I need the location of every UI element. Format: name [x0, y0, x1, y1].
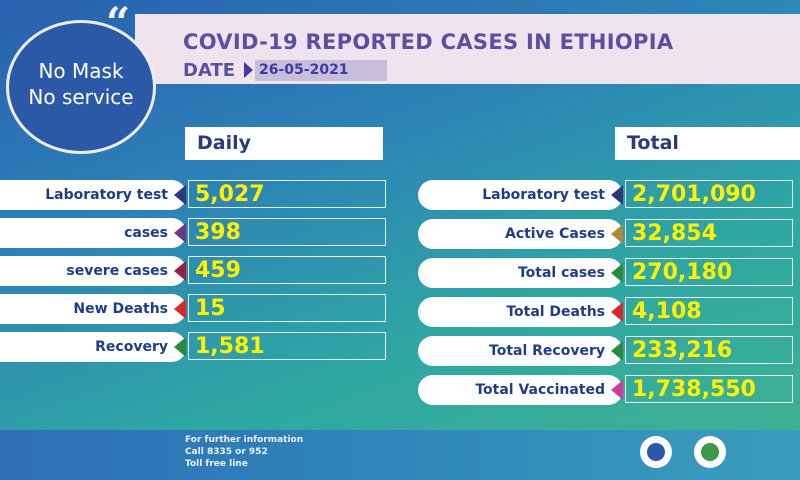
total-heading: Total: [615, 127, 800, 160]
stat-value: 15: [188, 294, 386, 322]
marker-arrow-icon: [611, 263, 623, 283]
footer-line-3: Toll free line: [185, 459, 248, 469]
marker-arrow-icon: [611, 341, 623, 361]
stat-label: Active Cases: [418, 219, 623, 249]
badge-line-2: No service: [28, 85, 134, 109]
stat-value: 398: [188, 218, 386, 246]
stat-value: 233,216: [625, 336, 793, 364]
page-title: COVID-19 REPORTED CASES IN ETHIOPIA: [183, 30, 674, 54]
stat-value: 4,108: [625, 297, 793, 325]
total-row: Total cases 270,180: [418, 258, 800, 288]
footer-bar: For further information Call 8335 or 952…: [0, 430, 800, 480]
marker-arrow-icon: [174, 185, 186, 205]
stat-label: Total Vaccinated: [418, 375, 623, 405]
daily-row: Laboratory test 5,027: [0, 180, 398, 210]
stat-value: 5,027: [188, 180, 386, 208]
total-row: Total Deaths 4,108: [418, 297, 800, 327]
marker-arrow-icon: [611, 224, 623, 244]
marker-arrow-icon: [611, 380, 623, 400]
total-row: Total Recovery 233,216: [418, 336, 800, 366]
title-banner: COVID-19 REPORTED CASES IN ETHIOPIA DATE…: [135, 14, 800, 84]
marker-arrow-icon: [611, 185, 623, 205]
total-row: Total Vaccinated 1,738,550: [418, 375, 800, 405]
stat-label: New Deaths: [0, 294, 186, 324]
stat-value: 1,581: [188, 332, 386, 360]
date-value: 26-05-2021: [259, 62, 349, 78]
marker-arrow-icon: [174, 261, 186, 281]
stat-label: Recovery: [0, 332, 186, 362]
stat-label: Total Deaths: [418, 297, 623, 327]
health-ministry-logo-icon: [640, 436, 672, 468]
stat-value: 270,180: [625, 258, 793, 286]
date-box: 26-05-2021: [255, 60, 387, 81]
public-health-institute-logo-icon: [694, 436, 726, 468]
stat-label: Total Recovery: [418, 336, 623, 366]
daily-row: New Deaths 15: [0, 294, 398, 324]
stat-label: cases: [0, 218, 186, 248]
stat-label: Total cases: [418, 258, 623, 288]
badge-line-1: No Mask: [38, 59, 124, 83]
stat-value: 459: [188, 256, 386, 284]
footer-info: For further information Call 8335 or 952…: [185, 434, 303, 470]
stat-value: 32,854: [625, 219, 793, 247]
daily-row: Recovery 1,581: [0, 332, 398, 362]
stat-value: 1,738,550: [625, 375, 793, 403]
footer-line-1: For further information: [185, 435, 304, 445]
stat-label: Laboratory test: [0, 180, 186, 210]
date-label: DATE: [183, 60, 236, 81]
quote-mark-icon: “: [106, 0, 131, 47]
daily-row: cases 398: [0, 218, 398, 248]
marker-arrow-icon: [174, 223, 186, 243]
marker-arrow-icon: [174, 337, 186, 357]
footer-line-2: Call 8335 or 952: [185, 447, 268, 457]
marker-arrow-icon: [174, 299, 186, 319]
stat-value: 2,701,090: [625, 180, 793, 208]
stat-label: severe cases: [0, 256, 186, 286]
no-mask-badge: No Mask No service: [6, 20, 156, 154]
date-arrow-icon: [244, 62, 253, 78]
total-row: Active Cases 32,854: [418, 219, 800, 249]
daily-heading: Daily: [185, 127, 383, 160]
marker-arrow-icon: [611, 302, 623, 322]
total-row: Laboratory test 2,701,090: [418, 180, 800, 210]
daily-row: severe cases 459: [0, 256, 398, 286]
stat-label: Laboratory test: [418, 180, 623, 210]
